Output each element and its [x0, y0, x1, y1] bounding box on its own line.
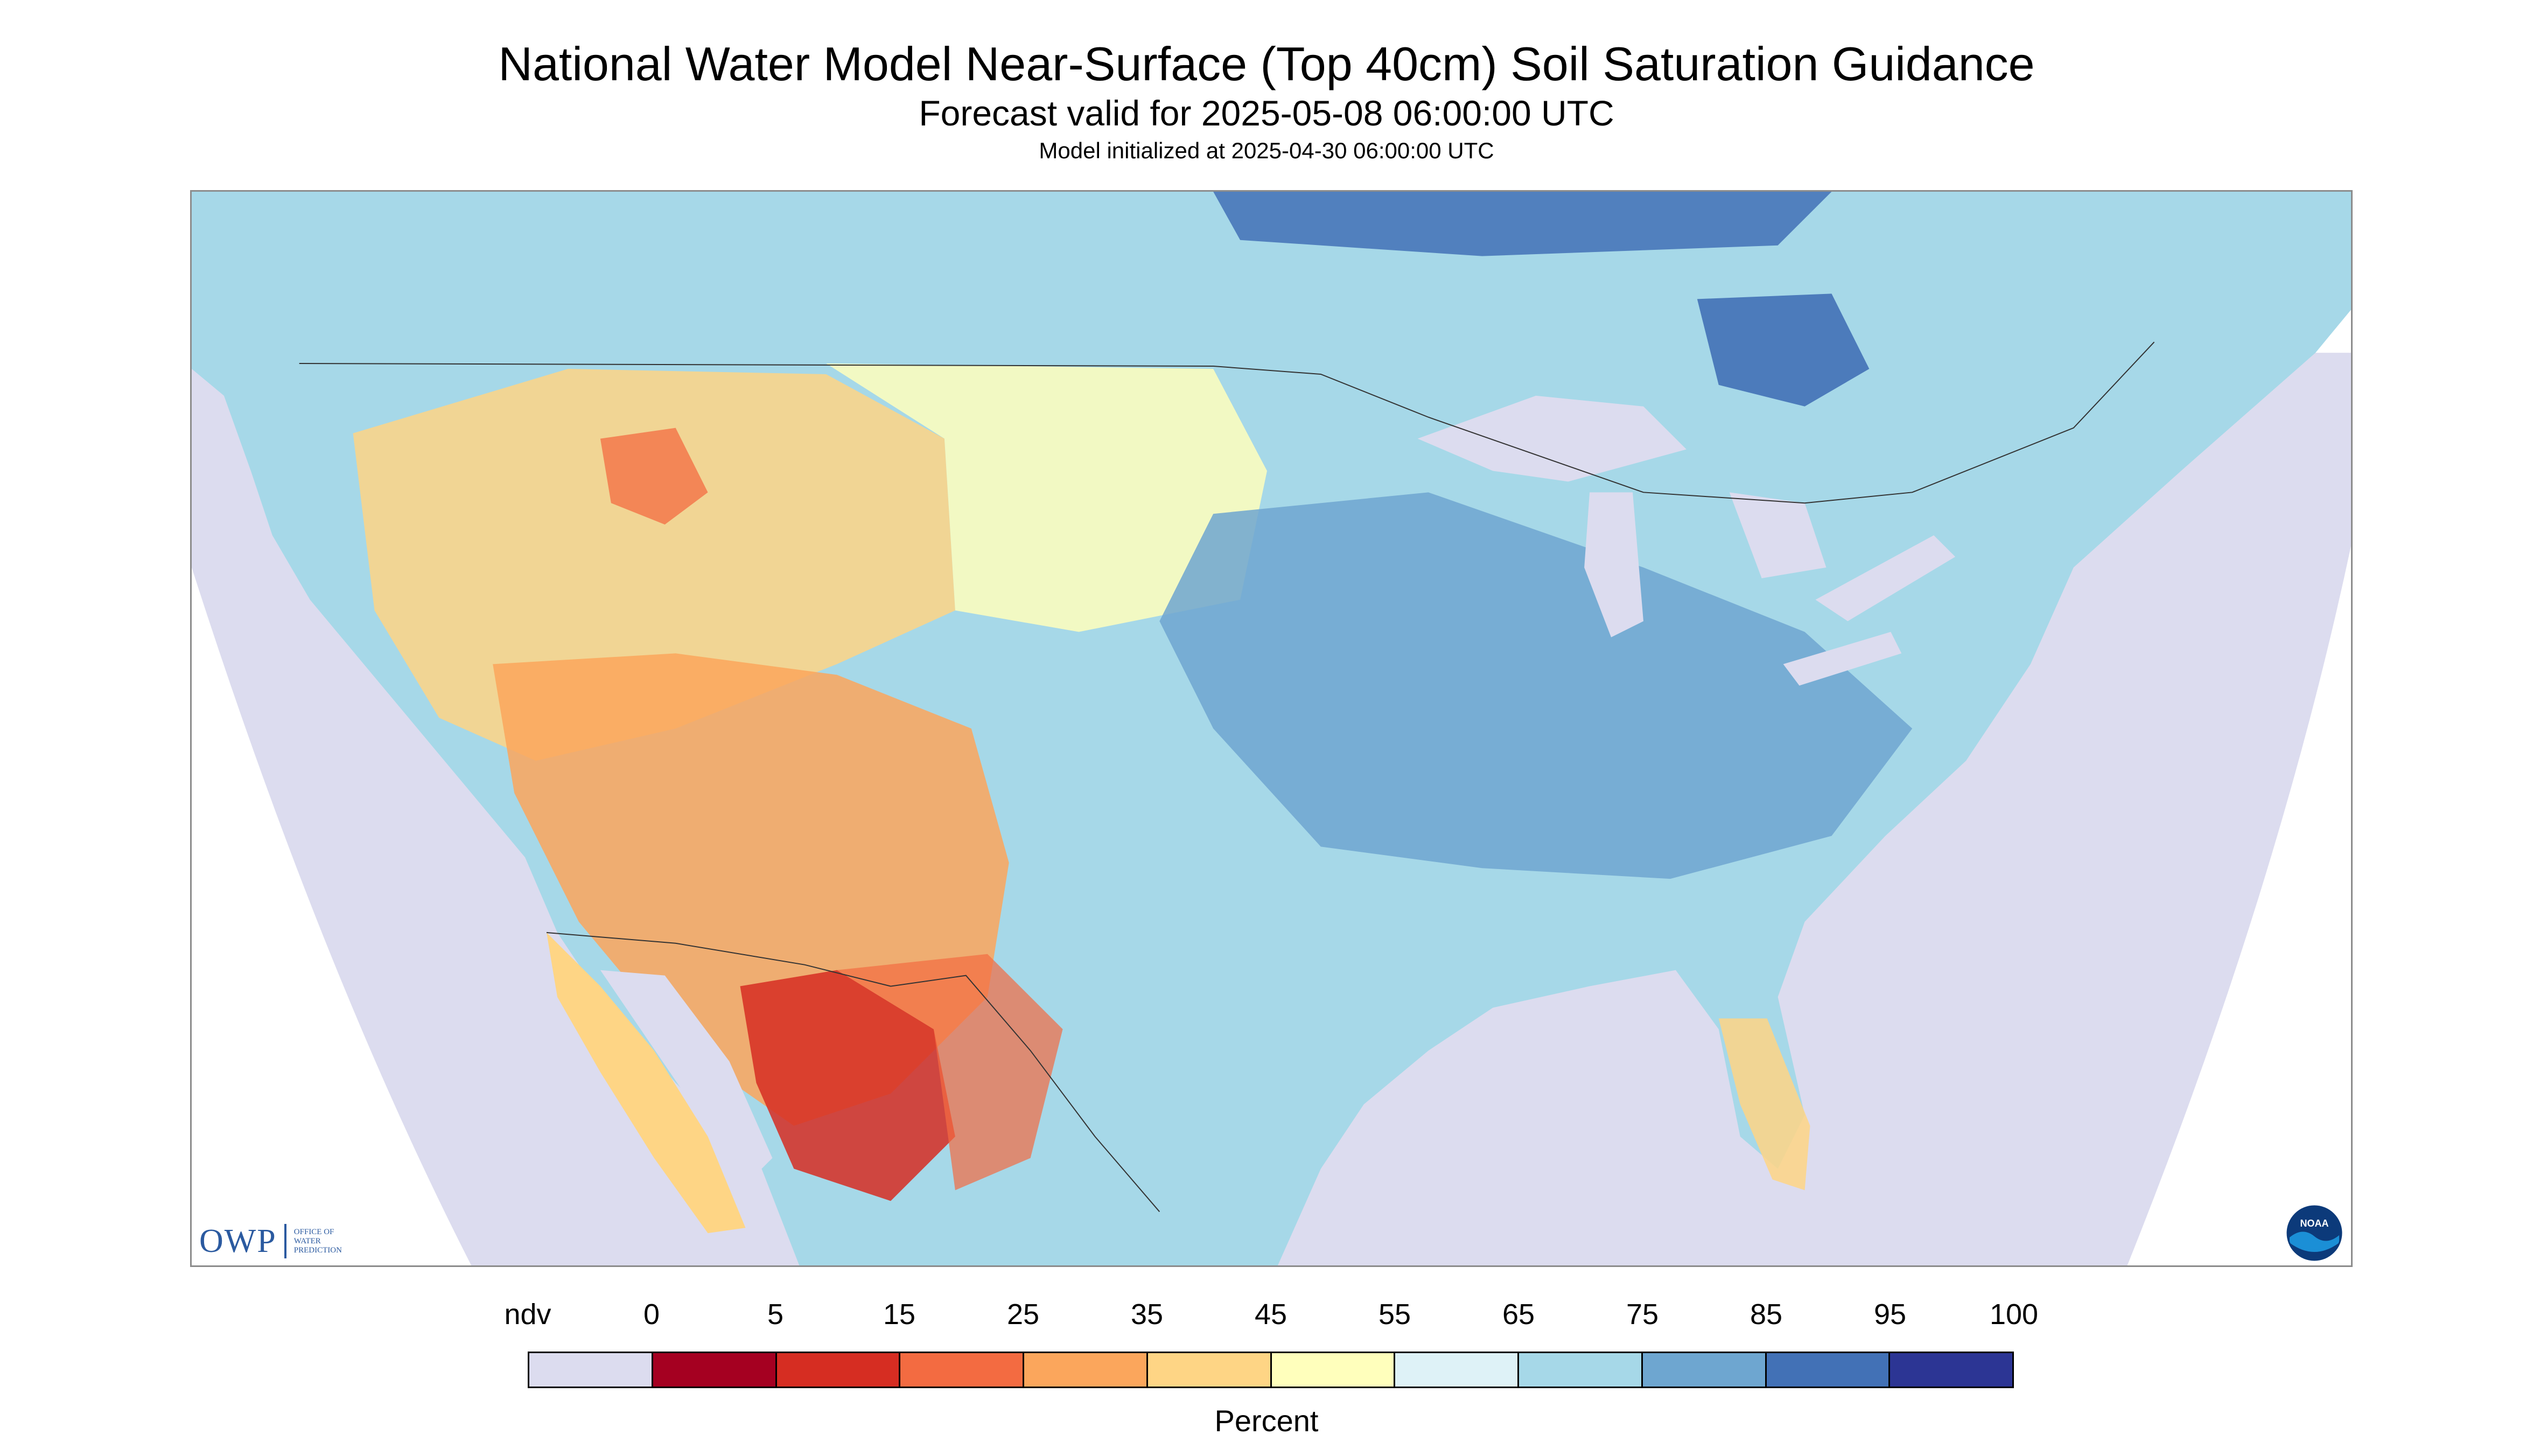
colorbar-tick-label: ndv [504, 1298, 551, 1331]
colorbar-swatch [900, 1353, 1024, 1387]
noaa-emblem-icon: NOAA [2286, 1205, 2342, 1261]
map-svg [192, 192, 2351, 1265]
owp-logo-line-1: OFFICE OF [293, 1227, 334, 1236]
dry-northern-rockies [353, 369, 955, 761]
florida-peninsula [1718, 1018, 1810, 1191]
colorbar [528, 1352, 2014, 1388]
owp-logo-line-3: PREDICTION [293, 1245, 342, 1255]
hudson-bay-north [1213, 192, 1832, 256]
northern-mexico-dry [837, 954, 1063, 1191]
soil-saturation-map [190, 190, 2353, 1267]
baja-peninsula [547, 932, 746, 1234]
mexico-us-border [546, 932, 1160, 1212]
colorbar-tick-label: 75 [1626, 1298, 1659, 1331]
colorbar-swatch [1395, 1353, 1519, 1387]
colorbar-tick-label: 25 [1006, 1298, 1040, 1331]
owp-logo-subtext: OFFICE OF WATER PREDICTION [294, 1228, 375, 1255]
gulf-of-california [600, 970, 773, 1180]
canada-us-border [299, 341, 2155, 504]
colorbar-tick-label: 65 [1502, 1298, 1535, 1331]
colorbar-tick-label: 95 [1873, 1298, 1907, 1331]
colorbar-swatch [1890, 1353, 2012, 1387]
owp-logo-line-2: WATER [293, 1236, 321, 1245]
forecast-valid-subtitle: Forecast valid for 2025-05-08 06:00:00 U… [919, 93, 1614, 133]
quebec-saturated [1697, 293, 1870, 407]
colorbar-swatch [776, 1353, 901, 1387]
noaa-logo-text: NOAA [2300, 1218, 2329, 1229]
model-init-subtitle: Model initialized at 2025-04-30 06:00:00… [1039, 138, 1494, 163]
colorbar-tick-label: 55 [1378, 1298, 1411, 1331]
colorbar-swatch [529, 1353, 653, 1387]
colorbar-tick-label: 5 [767, 1298, 784, 1331]
owp-logo-text: OWP [199, 1222, 277, 1259]
colorbar-tick-label: 100 [1989, 1298, 2039, 1331]
colorbar-swatch [1147, 1353, 1272, 1387]
owp-logo: OWP OFFICE OF WATER PREDICTION [199, 1222, 375, 1260]
idaho-dry [600, 428, 708, 525]
colorbar-tick-label: 15 [883, 1298, 916, 1331]
colorbar-tick-label: 35 [1130, 1298, 1164, 1331]
colorbar-swatch [1766, 1353, 1891, 1387]
colorbar-unit-label: Percent [1214, 1404, 1319, 1438]
midwest-wet [1159, 492, 1913, 879]
colorbar-swatch [1642, 1353, 1767, 1387]
great-lakes [1417, 395, 1956, 686]
colorbar-tick-label: 0 [643, 1298, 660, 1331]
noaa-logo: NOAA [2286, 1205, 2342, 1264]
colorbar-swatch [653, 1353, 777, 1387]
owp-logo-divider [284, 1224, 286, 1258]
colorbar-swatch [1519, 1353, 1643, 1387]
colorbar-tick-label: 85 [1750, 1298, 1783, 1331]
northern-plains-band [826, 363, 1268, 632]
northwest-mexico-hotspot [740, 970, 955, 1201]
colorbar-tick-label: 45 [1254, 1298, 1288, 1331]
colorbar-swatch [1271, 1353, 1396, 1387]
colorbar-swatch [1024, 1353, 1148, 1387]
chart-title: National Water Model Near-Surface (Top 4… [498, 37, 2035, 90]
